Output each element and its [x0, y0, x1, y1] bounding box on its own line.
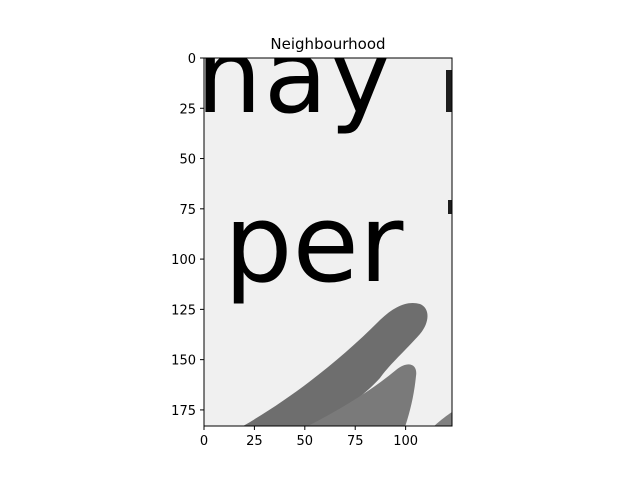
image-text-top-line: nay	[196, 15, 452, 137]
image-text-middle-line: per	[224, 182, 452, 307]
x-tick-label: 75	[347, 434, 364, 449]
y-tick-label: 175	[171, 404, 196, 419]
y-axis: 0 25 50 75 100 125 150 175	[171, 52, 204, 419]
x-tick-label: 0	[200, 434, 208, 449]
y-tick-label: 0	[188, 52, 196, 67]
grayscale-image: nay per	[196, 15, 452, 426]
chart-title: Neighbourhood	[270, 35, 385, 53]
shadow-main	[243, 303, 428, 426]
y-tick-label: 150	[171, 354, 196, 369]
y-tick-label: 50	[179, 153, 196, 168]
image-text-per: per	[224, 182, 404, 307]
x-axis: 0 25 50 75 100	[200, 426, 418, 449]
shadow-corner	[434, 412, 452, 426]
x-tick-label: 100	[393, 434, 418, 449]
x-tick-label: 50	[297, 434, 314, 449]
y-tick-label: 75	[179, 203, 196, 218]
shadow-lower	[307, 364, 417, 426]
y-tick-label: 100	[171, 253, 196, 268]
x-tick-label: 25	[246, 434, 263, 449]
image-finger-shadow	[243, 303, 452, 426]
y-tick-label: 25	[179, 102, 196, 117]
axes-frame	[203, 57, 453, 427]
image-glyph-fragment	[446, 70, 452, 112]
y-tick-label: 125	[171, 303, 196, 318]
image-glyph-fragment-right	[448, 200, 452, 214]
image-text-nay: nay	[196, 15, 393, 137]
